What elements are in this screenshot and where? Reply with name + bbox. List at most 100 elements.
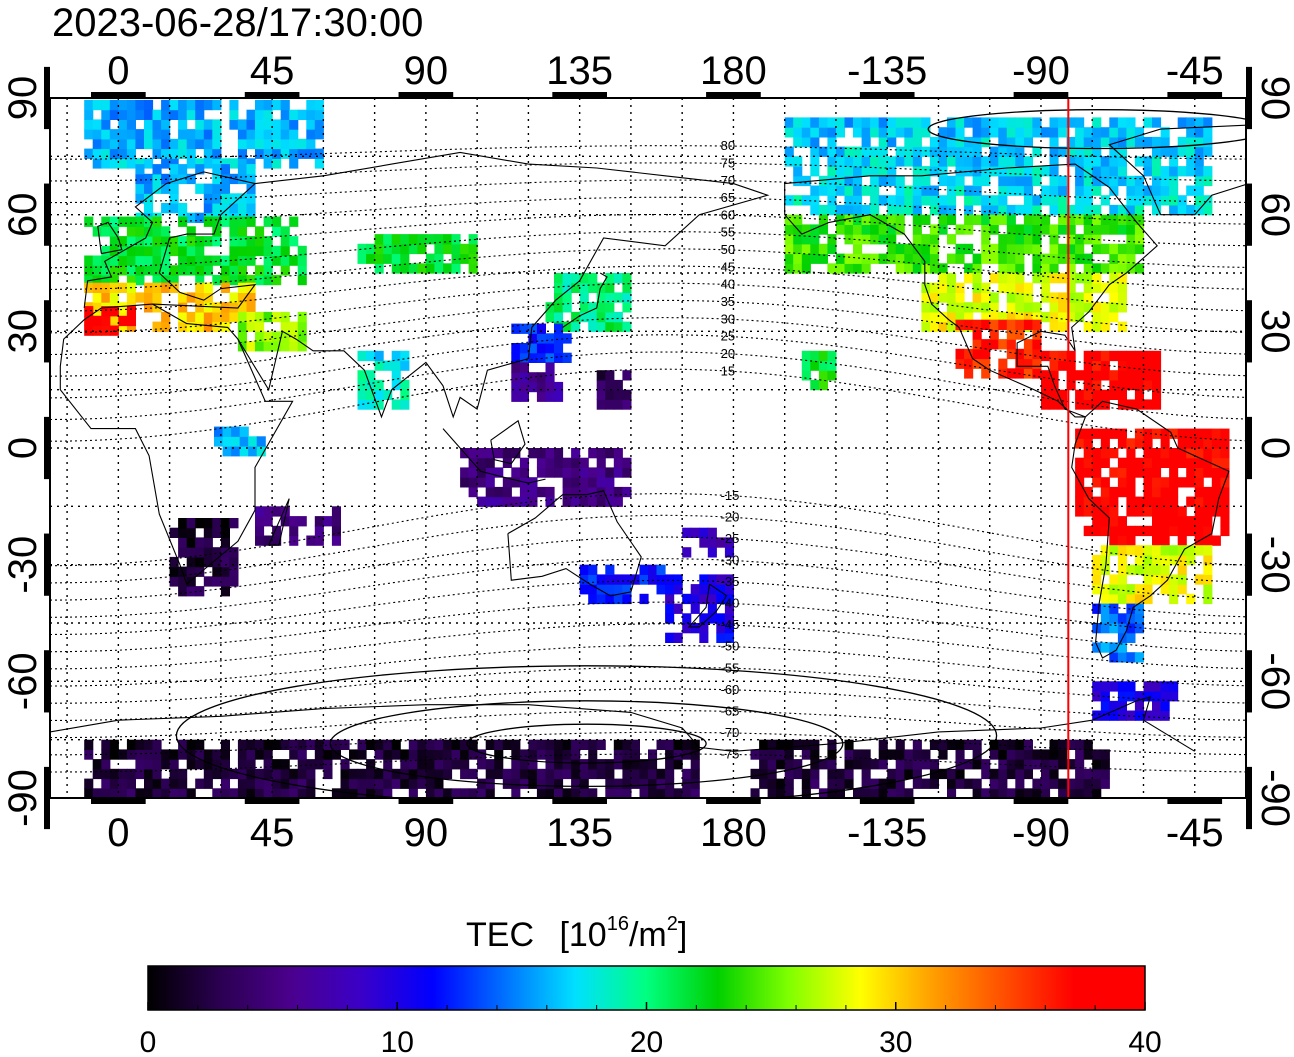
coastline-indonesia	[442, 428, 546, 484]
tec-cell	[109, 311, 119, 323]
tec-cell	[699, 527, 709, 538]
tec-cell	[1117, 175, 1127, 187]
tec-cell	[887, 749, 897, 760]
tec-cell	[853, 175, 863, 187]
tec-cell	[579, 477, 589, 488]
tec-cell	[1194, 185, 1204, 196]
tec-cell	[383, 739, 393, 750]
tec-cell	[1092, 350, 1102, 362]
tec-cell	[912, 146, 922, 157]
tec-cell	[425, 759, 435, 770]
tec-cell	[1143, 166, 1153, 177]
tec-cell	[1117, 535, 1127, 546]
tec-cell	[665, 593, 675, 605]
tec-cell	[135, 292, 145, 303]
tec-cell	[237, 282, 247, 293]
tec-cell	[272, 525, 282, 537]
tec-cell	[519, 362, 529, 373]
tec-cell	[237, 788, 247, 798]
tec-cell	[639, 759, 649, 770]
frame-tick-top	[859, 92, 915, 98]
tec-cell	[835, 253, 845, 264]
tec-cell	[613, 496, 623, 507]
tec-cell	[1194, 127, 1204, 138]
tec-cell	[947, 788, 957, 798]
tec-cell	[1109, 136, 1119, 148]
tec-cell	[1169, 156, 1179, 167]
top-longitude-label: 135	[546, 49, 613, 93]
tec-cell	[1100, 350, 1110, 362]
tec-cell	[289, 788, 299, 798]
colorbar-unit-open: [10	[559, 916, 606, 954]
tec-cell	[801, 263, 811, 274]
tec-cell	[818, 146, 828, 157]
tec-cell	[1134, 379, 1144, 391]
tec-cell	[220, 537, 230, 548]
tec-cell	[485, 496, 495, 507]
tec-cell	[1169, 593, 1179, 605]
bottom-longitude-label: 180	[700, 811, 767, 855]
tec-cell	[1032, 127, 1042, 138]
tec-cell	[144, 183, 154, 194]
tec-cell	[964, 146, 974, 157]
tec-cell	[998, 117, 1008, 128]
tec-cell	[203, 282, 213, 293]
tec-cell	[289, 158, 299, 169]
tec-cell	[1203, 574, 1213, 585]
tec-cell	[596, 292, 606, 303]
tec-cell	[366, 768, 376, 780]
tec-cell	[186, 566, 196, 577]
top-longitude-labels: 0 45 90 135 180 -135 -90 -45	[107, 49, 1223, 93]
tec-cell	[357, 788, 367, 798]
tec-cell	[810, 156, 820, 167]
tec-cell	[1117, 545, 1127, 556]
tec-cell	[912, 768, 922, 780]
tec-cell	[237, 119, 247, 130]
tec-cell	[272, 331, 282, 342]
tec-cell	[853, 185, 863, 196]
tec-cell	[1186, 457, 1196, 468]
tec-cell	[1220, 448, 1230, 459]
tec-cell	[1032, 311, 1042, 323]
tec-cell	[682, 788, 692, 798]
tec-cell	[1152, 506, 1162, 517]
tec-cell	[408, 768, 418, 780]
tec-cell	[1041, 127, 1051, 138]
tec-cell	[528, 372, 538, 383]
tec-cell	[1177, 146, 1187, 157]
tec-cell	[135, 245, 145, 257]
tec-cell	[818, 360, 828, 371]
tec-cell	[306, 759, 316, 770]
tec-cell	[263, 739, 273, 750]
tec-cell	[571, 467, 581, 478]
tec-cell	[827, 759, 837, 770]
tec-cell	[1117, 146, 1127, 157]
tec-cell	[135, 164, 145, 175]
tec-cell	[588, 282, 598, 293]
tec-cell	[255, 119, 265, 130]
tec-cell	[861, 768, 871, 780]
tec-cell	[1109, 243, 1119, 255]
tec-cell	[955, 348, 965, 360]
tec-cell	[477, 788, 487, 798]
tec-cell	[912, 749, 922, 760]
tec-region-patagonia	[1092, 603, 1144, 663]
tec-cell	[118, 216, 128, 227]
tec-cell	[639, 564, 649, 575]
tec-cell	[229, 547, 239, 558]
tec-cell	[289, 331, 299, 342]
tec-cell	[1194, 195, 1204, 206]
tec-cell	[1203, 496, 1213, 507]
tec-cell	[178, 311, 188, 323]
tec-cell	[1169, 428, 1179, 439]
tec-cell	[220, 576, 230, 587]
tec-cell	[554, 323, 564, 334]
tec-cell	[186, 265, 196, 276]
tec-cell	[588, 739, 598, 750]
tec-cell	[477, 477, 487, 488]
tec-cell	[519, 323, 529, 334]
tec-cell	[947, 127, 957, 138]
tec-cell	[1134, 185, 1144, 196]
tec-cell	[759, 749, 769, 760]
tec-cell	[912, 204, 922, 216]
